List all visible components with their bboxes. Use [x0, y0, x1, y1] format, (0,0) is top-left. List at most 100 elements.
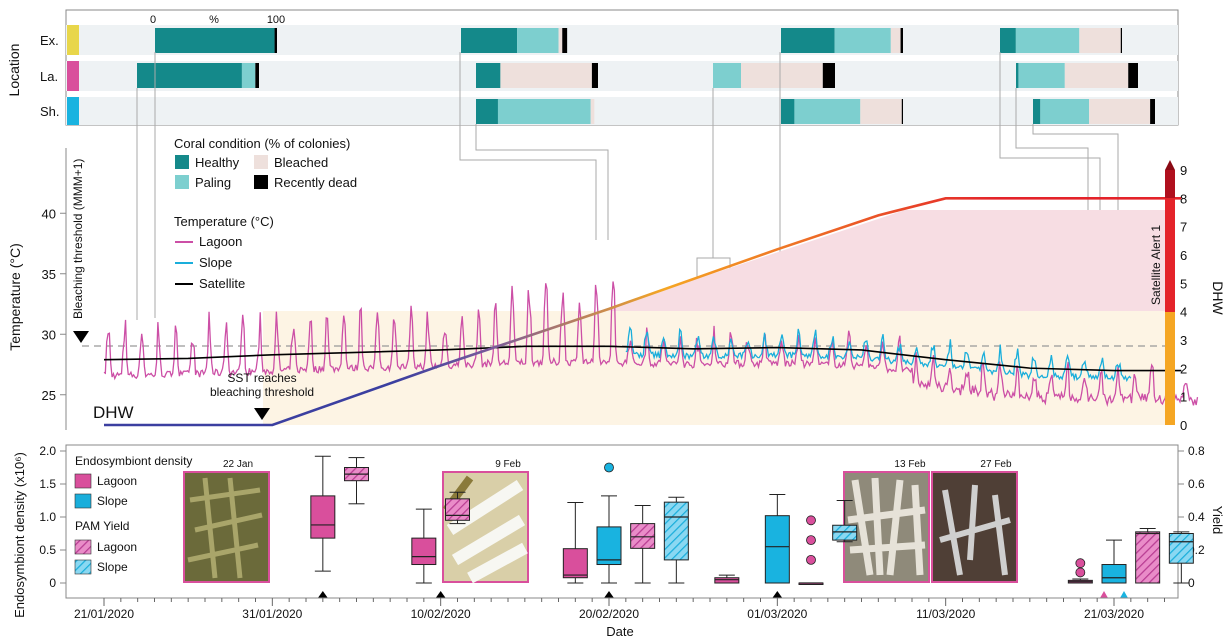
pct-symbol-label: % [209, 14, 219, 26]
box-slope-yield [663, 496, 689, 584]
dhw-colorbar [1165, 160, 1175, 425]
box-outlier [1075, 567, 1086, 578]
box-lagoon-density [714, 574, 740, 584]
band-sh [66, 97, 1178, 125]
temperature-y-axis: 25 30 35 40 [42, 148, 67, 430]
x-tick-label: 20/02/2020 [579, 607, 639, 621]
x-tick-label: 11/03/2020 [916, 607, 975, 621]
box-lagoon-yield [445, 491, 470, 525]
x-tick-label: 01/03/2020 [747, 607, 807, 621]
dhw-axis-title: DHW [1210, 281, 1226, 315]
bar-segment-healthy [781, 28, 835, 53]
bar-segment-healthy [781, 99, 795, 124]
temperature-tick-label: 35 [42, 267, 56, 282]
yield-tick-label: 0.4 [1188, 510, 1205, 524]
bar-segment-dead [900, 28, 903, 53]
condition-legend-title: Coral condition (% of colonies) [174, 136, 350, 151]
endosymbiont-panel: 00.51.01.52.0 00.20.40.60.8 Endosymbiont… [12, 444, 1225, 618]
condition-panel: Ex. La. Sh. Location 0 % 100 [6, 9, 1179, 126]
box-body [630, 523, 656, 549]
swatch-ex [67, 25, 79, 55]
location-axis-title: Location [6, 44, 22, 97]
location-ex-label: Ex. [40, 33, 59, 48]
condition-bars [137, 28, 1155, 124]
box-slope-yield [832, 500, 858, 543]
box-body [663, 501, 689, 561]
box-body [445, 498, 470, 521]
bar-segment-healthy [137, 63, 242, 88]
sample-marker-slope [1120, 591, 1128, 598]
dhw-tick-label: 2 [1180, 361, 1187, 376]
box-body [562, 548, 588, 579]
temperature-tick-label: 25 [42, 388, 56, 403]
box-lagoon-density [411, 508, 437, 584]
sample-marker [772, 591, 783, 598]
threshold-axis-title: Bleaching threshold (MMM+1) [71, 159, 85, 319]
temperature-tick-label: 30 [42, 327, 56, 342]
dhw-tick-label: 7 [1180, 220, 1187, 235]
bar-segment-bleached [1089, 99, 1151, 124]
box-lagoon-yield [630, 504, 656, 584]
box-body [832, 524, 858, 541]
bar-segment-dead [822, 63, 835, 88]
dhw-tick-label: 4 [1180, 305, 1187, 320]
density-tick-label: 0.5 [39, 543, 56, 557]
bar-segment-paling [834, 28, 891, 53]
legend-yield-lagoon: Lagoon [97, 540, 137, 554]
legend-healthy-label: Healthy [195, 155, 240, 170]
legend-healthy-swatch [175, 155, 189, 169]
legend-density-title: Endosymbiont density [75, 454, 192, 468]
dhw-y-axis: 0 1 2 3 4 5 6 7 8 9 [1180, 163, 1187, 433]
bar-segment-dead [562, 28, 568, 53]
legend-dead-label: Recently dead [274, 175, 357, 190]
bar-segment-dead [255, 63, 259, 88]
box-body [1168, 533, 1194, 564]
density-y-axis: 0 0.5 1.0 1.5 2.0 [39, 444, 66, 590]
box-slope-density [596, 462, 622, 584]
box-body [1101, 564, 1127, 584]
box-lagoon-density [562, 501, 588, 584]
bar-segment-paling [1040, 99, 1090, 124]
box-slope-density [1101, 539, 1127, 584]
dhw-tick-label: 9 [1180, 163, 1187, 178]
dhw-tick-label: 1 [1180, 390, 1187, 405]
box-outlier [806, 515, 816, 526]
box-outlier [806, 535, 816, 545]
dhw-tick-label: 6 [1180, 248, 1187, 263]
bar-segment-dead [901, 99, 903, 124]
bar-segment-healthy [155, 28, 275, 53]
bar-segment-bleached [590, 99, 595, 124]
bar-segment-paling [713, 63, 742, 88]
x-tick-label: 21/03/2020 [1084, 607, 1144, 621]
box-lagoon-density [310, 455, 336, 572]
sample-marker [435, 591, 446, 598]
dhw-series [104, 197, 1182, 427]
bar-segment-paling [794, 99, 861, 124]
bar-segment-dead [274, 28, 277, 53]
sample-markers [317, 591, 1128, 598]
bar-segment-bleached [741, 63, 823, 88]
box-legend: Endosymbiont density Lagoon Slope PAM Yi… [74, 454, 192, 575]
alert-label: Satellite Alert 1 [1149, 225, 1163, 305]
temperature-legend: Temperature (°C) Lagoon Slope Satellite [174, 214, 274, 291]
box-body [714, 577, 740, 584]
bar-segment-dead [591, 63, 598, 88]
bar-segment-bleached [860, 99, 902, 124]
temperature-legend-title: Temperature (°C) [174, 214, 274, 229]
bar-segment-paling [241, 63, 256, 88]
box-slope-density [764, 494, 790, 584]
box-outlier [1075, 558, 1086, 569]
lagoon-line [103, 281, 1199, 408]
x-tick-label: 10/02/2020 [411, 607, 471, 621]
sst-marker [254, 408, 270, 420]
bar-segment-dead [1128, 63, 1138, 88]
coral-photos: 22 Jan 9 Feb 13 Feb 27 Feb [183, 459, 1018, 584]
x-tick-label: 31/01/2020 [242, 607, 302, 621]
legend-paling-swatch [175, 175, 189, 189]
density-tick-label: 0 [49, 576, 56, 590]
bar-segment-healthy [1033, 99, 1041, 124]
legend-bleached-label: Bleached [274, 155, 328, 170]
bar-segment-bleached [500, 63, 592, 88]
